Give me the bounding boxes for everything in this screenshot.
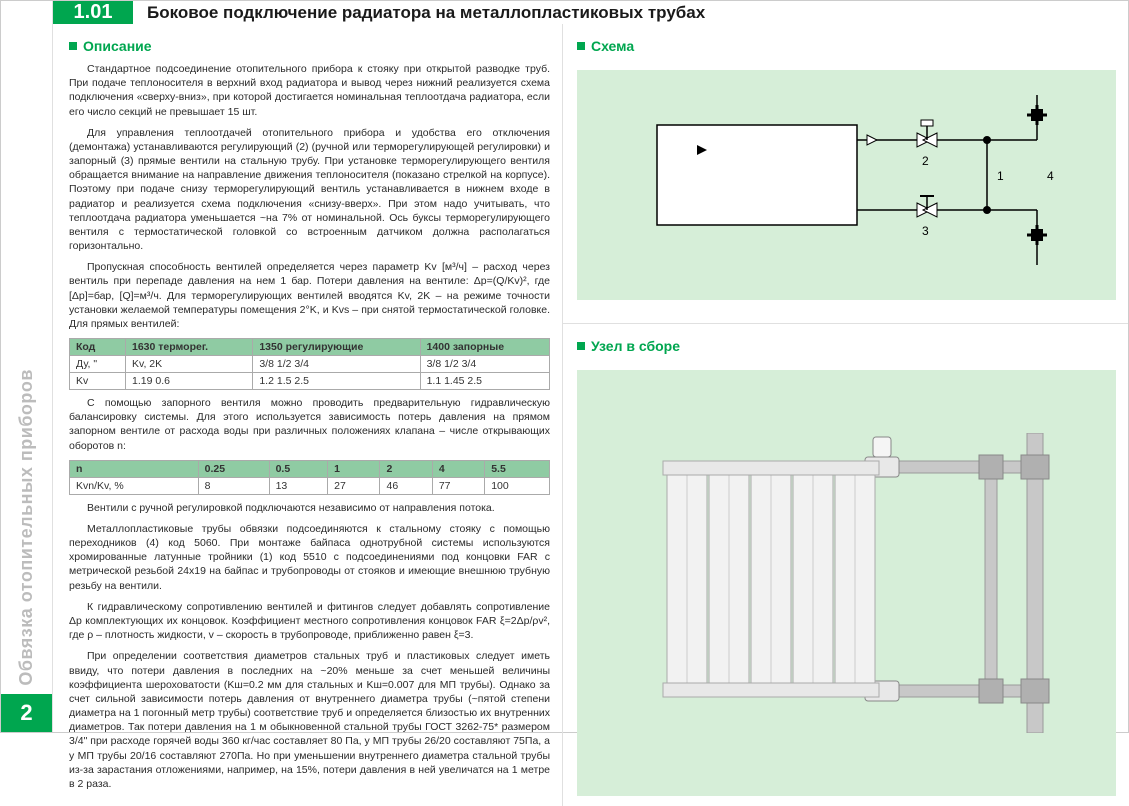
table-header-cell: 1630 терморег. [126,339,253,356]
section-header-schema: Схема [577,38,1116,54]
column-left: Описание Стандартное подсоединение отопи… [53,24,563,806]
table-cell: Kv [70,373,126,390]
panel-schema: Схема [563,24,1128,324]
bullet-icon [577,42,585,50]
column-right: Схема [563,24,1128,806]
titlebar: 1.01 Боковое подключение радиатора на ме… [53,1,1128,24]
schema-label-4: 4 [1047,169,1054,183]
table-cell: 13 [269,477,328,494]
spine-section-title: Обвязка отопительных приборов [16,369,37,686]
table-cell: 3/8 1/2 3/4 [253,356,420,373]
table-header-cell: 1350 регулирующие [253,339,420,356]
section-title: Узел в сборе [591,338,680,354]
schema-label-2: 2 [922,154,929,168]
schema-figure: 2 3 [577,70,1116,300]
section-title: Описание [83,38,152,54]
schema-label-3: 3 [922,224,929,238]
paragraph: Стандартное подсоединение отопительного … [69,62,550,119]
page-number: 2 [1,694,52,732]
table-cell: Kvn/Kv, % [70,477,199,494]
table-header-cell: 2 [380,460,432,477]
paragraph: К гидравлическому сопротивлению вентилей… [69,600,550,643]
table-cell: 1.2 1.5 2.5 [253,373,420,390]
bullet-icon [577,342,585,350]
table-cell: 3/8 1/2 3/4 [420,356,549,373]
table-row: Kv 1.19 0.6 1.2 1.5 2.5 1.1 1.45 2.5 [70,373,550,390]
table-cell: 100 [485,477,550,494]
table-cell: 1.19 0.6 [126,373,253,390]
schema-svg: 2 3 [627,85,1067,285]
paragraph: С помощью запорного вентиля можно провод… [69,396,550,453]
bullet-icon [69,42,77,50]
paragraph: При определении соответствия диаметров с… [69,649,550,791]
schema-label-1: 1 [997,169,1004,183]
table-row: n 0.25 0.5 1 2 4 5.5 [70,460,550,477]
columns: Описание Стандартное подсоединение отопи… [53,24,1128,806]
table-row: Ду, " Kv, 2K 3/8 1/2 3/4 3/8 1/2 3/4 [70,356,550,373]
table-header-cell: 0.5 [269,460,328,477]
table-valves: Код 1630 терморег. 1350 регулирующие 140… [69,338,550,390]
table-header-cell: n [70,460,199,477]
page-title: Боковое подключение радиатора на металло… [133,1,705,24]
table-header-cell: Код [70,339,126,356]
table-cell: 77 [432,477,484,494]
table-header-cell: 0.25 [198,460,269,477]
paragraph: Металлопластиковые трубы обвязки подсоед… [69,522,550,593]
section-code: 1.01 [53,1,133,24]
table-cell: 27 [328,477,380,494]
table-row: Kvn/Kv, % 8 13 27 46 77 100 [70,477,550,494]
spine: Обвязка отопительных приборов 2 [1,1,53,732]
table-cell: 46 [380,477,432,494]
table-cell: Ду, " [70,356,126,373]
table-header-cell: 4 [432,460,484,477]
assembly-svg [607,433,1087,733]
section-header-description: Описание [69,38,550,54]
paragraph: Пропускная способность вентилей определя… [69,260,550,331]
table-balance: n 0.25 0.5 1 2 4 5.5 Kvn/Kv, % 8 13 27 4… [69,460,550,495]
section-header-assembly: Узел в сборе [577,338,1116,354]
table-cell: Kv, 2K [126,356,253,373]
table-row: Код 1630 терморег. 1350 регулирующие 140… [70,339,550,356]
table-header-cell: 1400 запорные [420,339,549,356]
table-cell: 8 [198,477,269,494]
paragraph: Вентили с ручной регулировкой подключают… [69,501,550,515]
section-title: Схема [591,38,634,54]
assembly-figure [577,370,1116,796]
table-header-cell: 1 [328,460,380,477]
panel-assembly: Узел в сборе [563,324,1128,806]
main: 1.01 Боковое подключение радиатора на ме… [53,1,1128,732]
paragraph: Для управления теплоотдачей отопительног… [69,126,550,254]
table-cell: 1.1 1.45 2.5 [420,373,549,390]
table-header-cell: 5.5 [485,460,550,477]
page-root: Обвязка отопительных приборов 2 1.01 Бок… [0,0,1129,733]
